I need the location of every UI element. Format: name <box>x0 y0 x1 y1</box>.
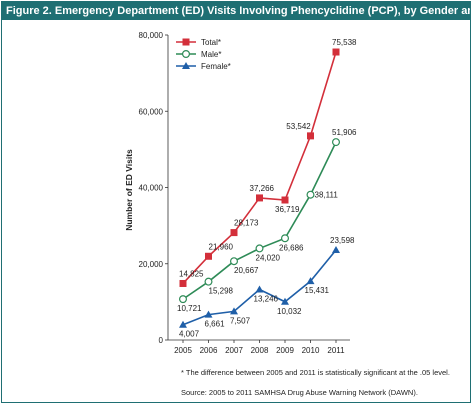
data-point <box>179 295 188 304</box>
x-tick-label: 2005 <box>174 346 192 355</box>
x-tick-label: 2011 <box>327 346 345 355</box>
data-point <box>179 320 187 328</box>
data-label: 14,825 <box>179 269 204 278</box>
data-point <box>281 196 289 204</box>
data-label: 24,020 <box>256 253 281 262</box>
y-tick-label: 40,000 <box>139 184 164 193</box>
data-label: 36,719 <box>275 205 300 214</box>
series-female: 4,007 6,661 7,507 13,246 10,032 15,431 23,598 <box>179 236 355 339</box>
data-point <box>332 48 340 56</box>
data-point <box>205 252 212 260</box>
data-label: 38,111 <box>315 191 339 200</box>
x-tick-label: 2006 <box>200 346 218 355</box>
legend-label: Male* <box>201 50 221 59</box>
data-label: 51,906 <box>332 128 357 137</box>
y-tick-label: 80,000 <box>139 31 164 40</box>
data-label: 75,538 <box>332 38 357 47</box>
y-tick-label: 60,000 <box>139 107 164 116</box>
data-point <box>307 132 314 140</box>
x-tick-label: 2008 <box>251 346 269 355</box>
chart-series: 14,825 21,960 28,173 37,266 36,719 53,542 75,5… <box>177 38 357 339</box>
data-label: 28,173 <box>234 219 259 228</box>
data-point <box>204 310 213 318</box>
data-point <box>306 190 315 199</box>
data-label: 26,686 <box>279 243 304 252</box>
data-point <box>230 307 238 315</box>
data-label: 53,542 <box>286 122 311 131</box>
data-label: 37,266 <box>250 184 275 193</box>
y-tick-label: 20,000 <box>139 260 164 269</box>
data-label: 15,298 <box>209 287 234 296</box>
x-tick-label: 2010 <box>302 346 320 355</box>
data-label: 10,032 <box>277 307 302 316</box>
series-total: 14,825 21,960 28,173 37,266 36,719 53,542 75,5… <box>179 38 357 287</box>
chart-axes: 0 20,000 40,000 60,000 80,000 2005 2006 2007 200… <box>139 31 350 355</box>
figure-title: Figure 2. Emergency Department (ED) Visi… <box>2 2 470 20</box>
data-label: 23,598 <box>330 236 355 245</box>
data-label: 21,960 <box>209 242 234 251</box>
legend-marker <box>182 62 190 69</box>
source-note: Source: 2005 to 2011 SAMHSA Drug Abuse W… <box>181 388 418 397</box>
data-point <box>179 279 187 287</box>
y-tick-label: 0 <box>159 336 164 345</box>
data-label: 7,507 <box>230 316 251 325</box>
data-label: 10,721 <box>177 304 202 313</box>
data-point <box>332 138 341 147</box>
legend-label: Total* <box>201 38 221 47</box>
data-point <box>281 234 290 243</box>
data-label: 13,246 <box>254 294 279 303</box>
data-point <box>256 194 263 202</box>
data-point <box>281 297 289 305</box>
legend-marker <box>182 38 190 46</box>
y-axis-label: Number of ED Visits <box>124 149 134 231</box>
chart-legend: Total* Male* Female* <box>176 38 231 71</box>
data-point <box>332 246 340 254</box>
data-label: 20,667 <box>234 266 259 275</box>
data-label: 15,431 <box>305 286 330 295</box>
x-tick-label: 2007 <box>225 346 243 355</box>
data-label: 6,661 <box>205 320 226 329</box>
data-point <box>230 257 239 266</box>
data-point <box>255 285 264 293</box>
legend-label: Female* <box>201 62 231 71</box>
data-point <box>204 277 213 286</box>
data-point <box>306 277 315 285</box>
legend-marker <box>182 49 191 58</box>
data-point <box>230 229 238 237</box>
series-line <box>182 141 337 300</box>
data-label: 4,007 <box>179 330 200 339</box>
data-point <box>255 244 264 253</box>
x-tick-label: 2009 <box>276 346 294 355</box>
footnote: * The difference between 2005 and 2011 i… <box>181 368 450 377</box>
